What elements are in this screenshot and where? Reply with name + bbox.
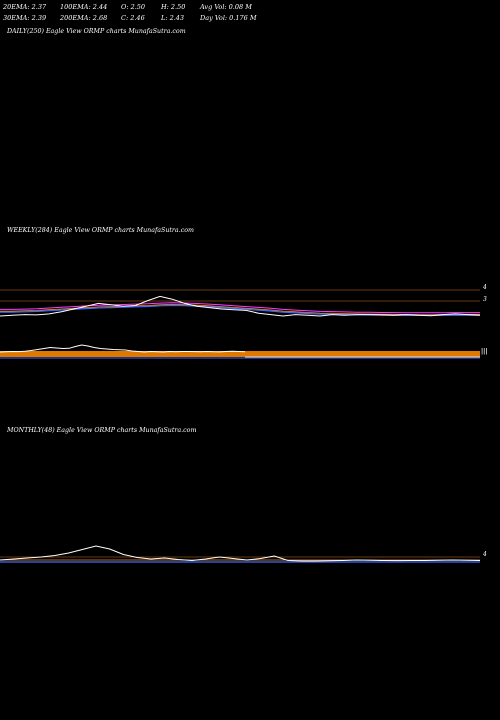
day-vol-value: Day Vol: 0.176 M	[200, 14, 257, 22]
monthly-price-level-label-4: 4	[482, 551, 487, 558]
weekly-chart: 4 3 |||	[0, 284, 488, 359]
open-value: O: 2.50	[121, 3, 146, 11]
weekly-ema-magenta-line	[0, 302, 480, 314]
weekly-volume-band	[0, 351, 480, 357]
weekly-volume-marker: |||	[481, 348, 488, 355]
weekly-panel-title: WEEKLY(284) Eagle View ORMP charts Munaf…	[7, 227, 194, 234]
price-level-label-4: 4	[482, 284, 487, 291]
weekly-volume-line	[0, 344, 246, 353]
monthly-chart: 4	[0, 545, 487, 563]
ema20-value: 20EMA: 2.37	[3, 3, 47, 11]
close-value: C: 2.46	[121, 14, 145, 22]
monthly-price-line	[0, 545, 481, 562]
low-value: L: 2.43	[161, 14, 185, 22]
ema30-value: 30EMA: 2.39	[3, 14, 47, 22]
avg-vol-value: Avg Vol: 0.08 M	[200, 3, 252, 11]
ema200-value: 200EMA: 2.68	[60, 14, 108, 22]
price-level-label-3: 3	[483, 296, 487, 303]
daily-panel-title: DAILY(250) Eagle View ORMP charts Munafa…	[7, 28, 186, 35]
weekly-price-line	[0, 295, 481, 317]
monthly-panel-title: MONTHLY(48) Eagle View ORMP charts Munaf…	[7, 427, 197, 434]
ema100-value: 100EMA: 2.44	[60, 3, 108, 11]
high-value: H: 2.50	[161, 3, 186, 11]
